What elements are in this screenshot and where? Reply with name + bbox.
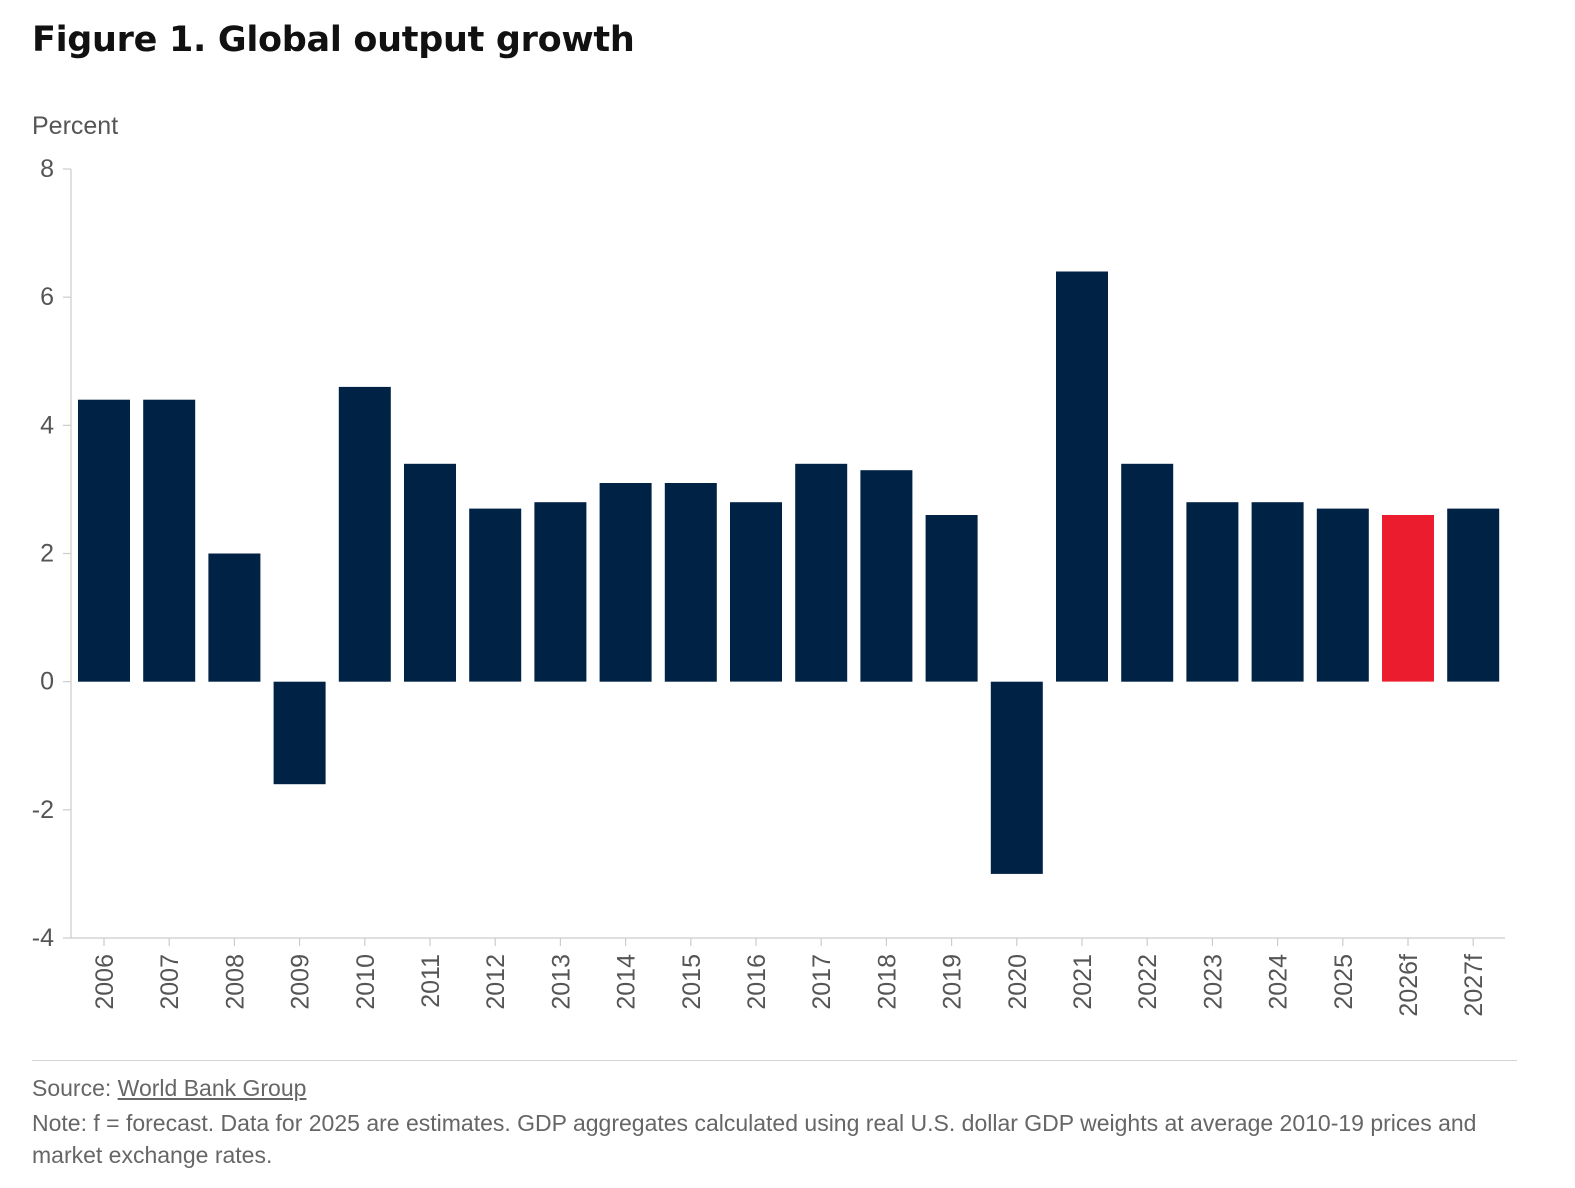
x-tick-label: 2026f: [1395, 954, 1423, 1017]
x-tick-label: 2027f: [1460, 954, 1488, 1017]
bar-2012: [469, 508, 522, 682]
bar-2018: [860, 470, 913, 682]
y-tick-label: 8: [40, 155, 54, 183]
chart-title: Figure 1. Global output growth: [32, 20, 635, 60]
bar-2022: [1121, 463, 1174, 682]
chart-bars: [78, 271, 1500, 874]
x-tick-label: 2006: [91, 954, 119, 1010]
bar-2013: [534, 502, 587, 682]
bar-2006: [78, 399, 130, 682]
bar-2014: [599, 483, 652, 682]
footer-divider: [32, 1060, 1517, 1061]
bar-2011: [404, 463, 456, 682]
x-tick-label: 2008: [221, 954, 249, 1010]
bar-2027f: [1447, 508, 1500, 682]
x-tick-label: 2015: [678, 954, 706, 1010]
bar-2008: [208, 553, 261, 682]
x-tick-label: 2019: [939, 954, 967, 1010]
x-tick-label: 2014: [613, 954, 641, 1010]
x-tick-label: 2010: [352, 954, 380, 1010]
source-link[interactable]: World Bank Group: [117, 1075, 307, 1101]
chart-note: Note: f = forecast. Data for 2025 are es…: [32, 1110, 1477, 1168]
x-tick-label: 2020: [1004, 954, 1032, 1010]
bar-2019: [925, 515, 978, 682]
bar-2024: [1251, 502, 1304, 682]
bar-2025: [1316, 508, 1369, 682]
bar-2020: [990, 681, 1043, 874]
x-tick-label: 2016: [743, 954, 771, 1010]
y-tick-label: -4: [32, 924, 54, 952]
y-tick-label: -2: [32, 796, 54, 824]
y-tick-labels: -4 -2 0 2 4 6 8: [32, 155, 54, 952]
x-tick-labels: 2006 2007 2008 2009 2010 2011 2012 2013 2014 2015…: [91, 954, 1488, 1017]
x-tick-label: 2022: [1134, 954, 1162, 1010]
x-tick-label: 2024: [1265, 954, 1293, 1010]
source-line: Source: World Bank Group: [32, 1075, 306, 1102]
bar-2007: [143, 399, 196, 682]
bar-2021: [1056, 271, 1108, 682]
y-axis-unit-label: Percent: [32, 112, 119, 140]
x-tick-label: 2021: [1069, 954, 1097, 1010]
y-tick-label: 6: [40, 283, 54, 311]
bar-2016: [730, 502, 782, 682]
source-prefix: Source:: [32, 1075, 118, 1101]
x-tick-label: 2023: [1199, 954, 1227, 1010]
chart-axes: [63, 168, 1505, 946]
x-tick-label: 2007: [156, 954, 184, 1010]
y-tick-label: 0: [40, 668, 54, 696]
bar-2026f: [1382, 515, 1434, 682]
x-tick-label: 2012: [482, 954, 510, 1010]
y-tick-label: 2: [40, 540, 54, 568]
x-tick-label: 2011: [417, 954, 445, 1008]
x-tick-label: 2013: [547, 954, 575, 1010]
x-tick-label: 2025: [1330, 954, 1358, 1010]
bar-2015: [664, 483, 717, 682]
bar-2009: [273, 681, 326, 785]
bar-2023: [1186, 502, 1239, 682]
x-tick-label: 2017: [808, 954, 836, 1010]
bar-2017: [795, 463, 848, 682]
y-tick-label: 4: [40, 411, 54, 439]
x-tick-label: 2009: [287, 954, 315, 1010]
x-tick-label: 2018: [873, 954, 901, 1010]
bar-2010: [338, 386, 391, 682]
